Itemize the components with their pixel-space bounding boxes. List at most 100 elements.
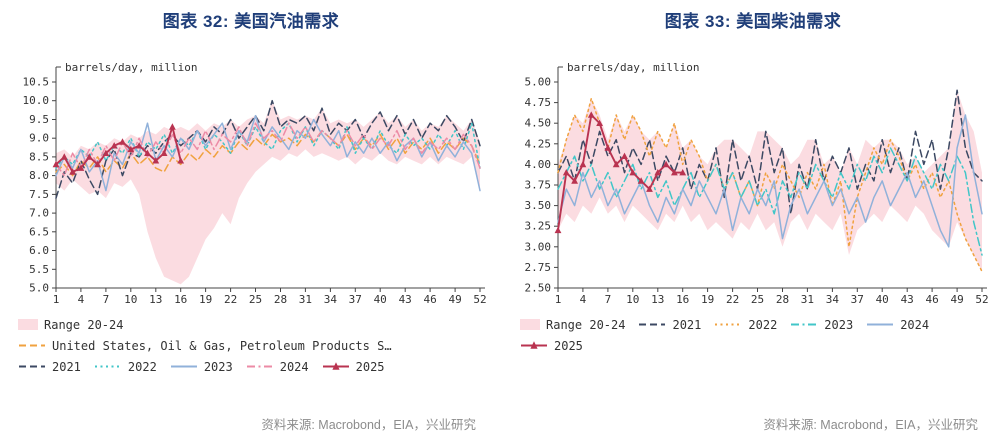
y-tick-label: 3.25 <box>525 220 552 233</box>
series-marker-triangle <box>169 123 176 130</box>
series-marker-triangle <box>119 138 126 145</box>
legend-row: Range 20-24 <box>18 314 502 335</box>
line-style-swatch <box>170 365 197 368</box>
y-tick-label: 4.50 <box>525 117 552 130</box>
line-style-swatch <box>322 362 349 370</box>
series-marker-triangle <box>177 157 185 164</box>
legend-label: 2025 <box>554 338 583 353</box>
line-style-swatch <box>19 365 45 368</box>
series-marker-triangle <box>77 164 85 171</box>
legend-label: 2024 <box>900 317 930 332</box>
x-tick-label: 28 <box>776 293 789 306</box>
chart-panel-diesel: 图表 33: 美国柴油需求 barrels/day, million 2.50 2.… <box>502 0 1004 441</box>
legend-label: 2022 <box>127 359 157 374</box>
y-tick-label: 7.0 <box>29 207 49 220</box>
y-tick-label: 9.5 <box>29 113 49 126</box>
y-tick-label: 6.0 <box>29 244 49 257</box>
x-tick-label: 4 <box>78 293 85 306</box>
legend-item-range-20-24: Range 20-24 <box>18 318 123 332</box>
x-tick-label: 52 <box>473 293 486 306</box>
series-marker-triangle <box>654 169 662 176</box>
series-line-2024 <box>557 114 983 248</box>
series-marker-triangle <box>127 145 135 153</box>
series-marker-triangle <box>135 142 143 149</box>
series-marker-triangle <box>587 111 595 118</box>
series-line-2023 <box>557 147 983 256</box>
series-marker-triangle <box>662 160 670 168</box>
legend-label: 2024 <box>279 359 309 374</box>
x-tick-label: 10 <box>124 293 137 306</box>
x-tick-label: 49 <box>950 293 963 306</box>
legend-item-united-states-oil-gas-petroleum-products-s: United States, Oil & Gas, Petroleum Prod… <box>18 339 392 353</box>
y-tick-label: 7.5 <box>29 188 49 201</box>
range-band-area <box>56 100 480 285</box>
series-marker-triangle <box>621 152 628 159</box>
unit-label: barrels/day, million <box>567 61 699 74</box>
series-marker-triangle <box>637 177 645 184</box>
x-tick-label: 37 <box>349 293 362 306</box>
series-line-united-states-oil-gas-petroleum-products-s <box>55 129 481 177</box>
x-tick-label: 31 <box>299 293 312 306</box>
diesel-chart-legend: Range 20-24 2021 2022 2023 2024 2025 <box>520 314 1004 356</box>
y-tick-label: 10.0 <box>23 94 50 107</box>
legend-label: 2025 <box>355 359 385 374</box>
series-line-2025 <box>55 125 182 173</box>
x-tick-label: 49 <box>448 293 461 306</box>
series-marker-triangle <box>646 185 653 192</box>
x-tick-label: 43 <box>901 293 914 306</box>
legend-label: Range 20-24 <box>44 317 124 332</box>
legend-item-2023: 2023 <box>790 318 853 332</box>
legend-label: 2022 <box>748 317 778 332</box>
y-tick-label: 5.00 <box>525 76 552 89</box>
legend-item-range-20-24: Range 20-24 <box>520 318 625 332</box>
y-tick-label: 5.5 <box>29 263 49 276</box>
legend-item-2022: 2022 <box>714 318 777 332</box>
series-marker-triangle <box>579 160 587 168</box>
line-style-swatch <box>791 323 818 326</box>
series-marker-triangle <box>571 177 578 184</box>
series-line-2025 <box>557 114 684 232</box>
legend-item-2024: 2024 <box>866 318 929 332</box>
legend-label: Range 20-24 <box>546 317 626 332</box>
series-marker-triangle <box>562 169 570 176</box>
triangle-marker-icon <box>530 341 538 349</box>
x-tick-label: 7 <box>103 293 110 306</box>
x-tick-label: 40 <box>876 293 889 306</box>
legend-row: Range 20-24 2021 2022 2023 2024 <box>520 314 1004 335</box>
x-tick-label: 43 <box>399 293 412 306</box>
y-tick-label: 4.75 <box>525 96 552 109</box>
x-tick-label: 13 <box>651 293 664 306</box>
line-style-swatch <box>867 323 894 326</box>
series-marker-triangle <box>554 226 562 234</box>
line-style-swatch <box>94 365 121 368</box>
y-tick-label: 8.0 <box>29 169 49 182</box>
series-line-2021 <box>557 89 983 215</box>
legend-item-2023: 2023 <box>170 360 233 374</box>
series-line-2022 <box>557 97 983 273</box>
series-marker-triangle <box>102 149 110 156</box>
x-tick-label: 13 <box>149 293 162 306</box>
y-tick-label: 2.75 <box>525 261 552 274</box>
series-marker-triangle <box>671 169 678 176</box>
x-tick-label: 25 <box>751 293 764 306</box>
x-tick-label: 7 <box>605 293 612 306</box>
y-tick-label: 6.5 <box>29 225 49 238</box>
unit-label: barrels/day, million <box>65 61 197 74</box>
range-band-swatch <box>18 319 38 330</box>
legend-item-2024: 2024 <box>246 360 309 374</box>
y-tick-label: 5.0 <box>29 282 49 295</box>
legend-label: 2023 <box>824 317 854 332</box>
series-marker-triangle <box>152 157 160 164</box>
series-marker-triangle <box>604 144 612 151</box>
y-tick-label: 3.00 <box>525 240 552 253</box>
legend-label: United States, Oil & Gas, Petroleum Prod… <box>52 338 392 353</box>
x-tick-label: 34 <box>324 293 338 306</box>
series-marker-triangle <box>94 160 101 168</box>
series-line-2021 <box>55 99 481 199</box>
series-marker-triangle <box>160 149 168 156</box>
y-tick-label: 4.25 <box>525 137 552 150</box>
x-tick-label: 37 <box>851 293 864 306</box>
x-tick-label: 31 <box>801 293 814 306</box>
legend-label: 2023 <box>203 359 233 374</box>
legend-item-2025: 2025 <box>322 360 385 374</box>
